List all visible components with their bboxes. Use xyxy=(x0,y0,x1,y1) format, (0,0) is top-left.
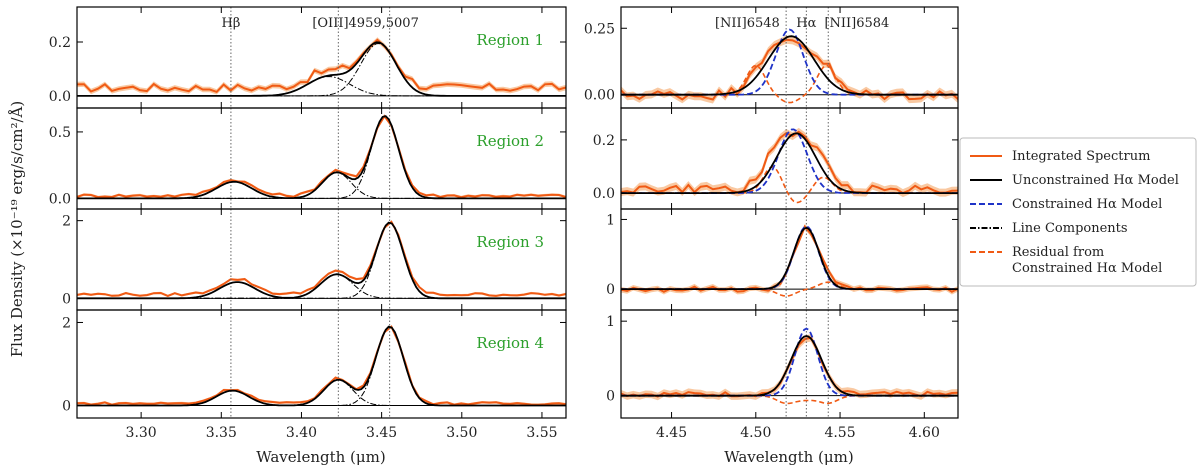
y-tick-label: 0.0 xyxy=(593,186,615,202)
legend-label: Unconstrained Hα Model xyxy=(1012,173,1179,188)
panel-right-2: 0.0 0.2 xyxy=(593,107,959,210)
x-tick-label: 3.45 xyxy=(366,425,397,441)
y-tick-label: 0 xyxy=(606,389,615,405)
unconstrained-model-line xyxy=(77,325,566,407)
y-tick-label: 0.25 xyxy=(584,21,615,37)
region-label: Region 1 xyxy=(476,31,544,49)
x-axis-title-left: Wavelength (μm) xyxy=(256,448,385,466)
legend-label: Constrained Hα Model xyxy=(1012,197,1162,212)
y-tick-label: 1 xyxy=(606,212,615,228)
y-tick-label: 0.0 xyxy=(49,191,71,207)
panel-right-3: 01 xyxy=(606,208,959,311)
line-component xyxy=(77,115,566,199)
unconstrained-model-line xyxy=(621,132,958,194)
panel-left-1: 0.0 0.2 Region 1 Hβ [OIII]4959,5007 xyxy=(49,6,567,109)
panel-frame xyxy=(76,107,567,210)
legend-frame xyxy=(959,137,1197,287)
spectrum-uncertainty-band xyxy=(621,334,958,401)
integrated-spectrum-line xyxy=(77,114,566,199)
y-tick-label: 0.0 xyxy=(49,89,71,105)
panel-frame xyxy=(620,309,959,419)
panel-left-3: 0 2 Region 3 xyxy=(62,208,567,311)
spectrum-uncertainty-band xyxy=(77,114,566,199)
legend: Integrated Spectrum Unconstrained Hα Mode… xyxy=(959,137,1197,287)
constrained-model-line xyxy=(621,225,958,290)
y-tick-label: 2 xyxy=(62,214,71,230)
line-label: Hα xyxy=(796,16,816,31)
legend-label: Integrated Spectrum xyxy=(1012,149,1150,164)
legend-label: Constrained Hα Model xyxy=(1012,261,1162,276)
line-label: [NII]6584 xyxy=(824,16,889,31)
y-axis-title: Flux Density (×10⁻¹⁹ erg/s/cm²/Å) xyxy=(8,101,26,357)
integrated-spectrum-line xyxy=(77,325,566,406)
legend-label: Residual from xyxy=(1012,245,1104,260)
region-label: Region 2 xyxy=(476,132,544,150)
region-label: Region 4 xyxy=(476,334,544,352)
panel-right-1: 0.00 0.25 [NII]6548 Hα [NII]6584 xyxy=(584,6,959,109)
panel-frame xyxy=(76,309,567,419)
x-axis-title-right: Wavelength (μm) xyxy=(724,448,853,466)
x-tick-label: 3.35 xyxy=(206,425,237,441)
y-tick-label: 0 xyxy=(606,282,615,298)
line-label: Hβ xyxy=(221,16,240,31)
panels-group: 0.00.2 Region 1Hβ [OIII]4959,50070.000.25[… xyxy=(49,6,959,441)
y-tick-label: 0 xyxy=(62,291,71,307)
unconstrained-model-line xyxy=(77,41,566,97)
integrated-spectrum-line xyxy=(621,38,958,101)
y-tick-label: 0.2 xyxy=(593,133,615,149)
line-label: [OIII]4959,5007 xyxy=(312,16,419,31)
x-tick-label: 4.60 xyxy=(909,425,940,441)
panel-right-4: 0 1 4.45 4.50 4.55 4.60 xyxy=(606,309,959,441)
y-tick-label: 0.5 xyxy=(49,125,71,141)
panel-left-4: 0 2 3.30 3.35 3.40 3.45 3.50 3.55 Region 4 xyxy=(62,309,567,441)
y-tick-label: 1 xyxy=(606,314,615,330)
integrated-spectrum-line xyxy=(77,220,566,297)
x-tick-label: 3.55 xyxy=(526,425,557,441)
unconstrained-model-line xyxy=(621,35,958,96)
legend-label: Line Components xyxy=(1012,221,1128,236)
y-tick-label: 2 xyxy=(62,315,71,331)
region-label: Region 3 xyxy=(476,233,544,251)
unconstrained-model-line xyxy=(621,335,958,397)
y-tick-label: 0 xyxy=(62,399,71,415)
unconstrained-model-line xyxy=(621,226,958,290)
x-tick-label: 3.50 xyxy=(446,425,477,441)
x-tick-label: 4.55 xyxy=(824,425,855,441)
spectrum-uncertainty-band xyxy=(621,223,958,295)
integrated-spectrum-line xyxy=(621,224,958,293)
unconstrained-model-line xyxy=(77,115,566,200)
line-label: [NII]6548 xyxy=(715,16,780,31)
panel-left-2: 0.0 0.5 Region 2 xyxy=(49,107,567,210)
x-tick-label: 3.40 xyxy=(286,425,317,441)
y-tick-label: 0.2 xyxy=(49,35,71,51)
x-tick-label: 4.50 xyxy=(740,425,771,441)
line-component xyxy=(77,171,566,199)
x-tick-label: 4.45 xyxy=(656,425,687,441)
integrated-spectrum-line xyxy=(77,38,566,94)
x-tick-label: 3.30 xyxy=(126,425,157,441)
unconstrained-model-line xyxy=(77,221,566,300)
y-tick-label: 0.00 xyxy=(584,88,615,104)
